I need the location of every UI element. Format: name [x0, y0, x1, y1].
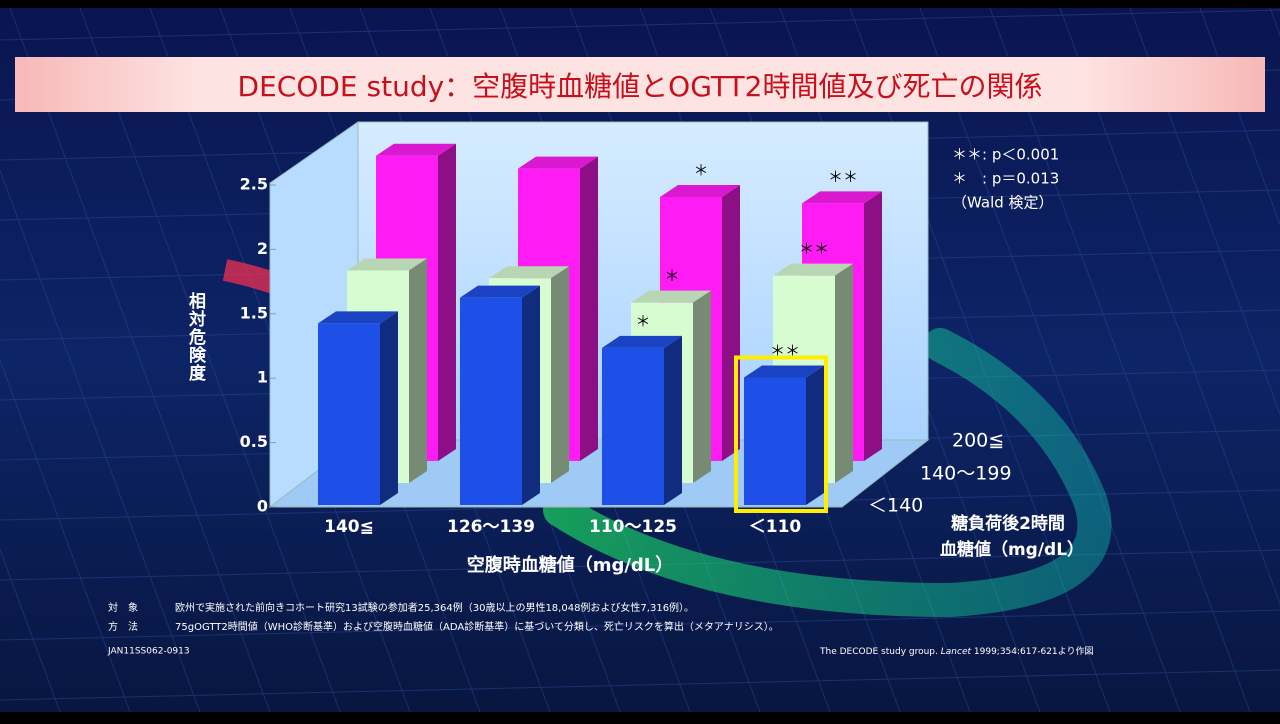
- footnote: 75gOGTT2時間値（WHO診断基準）および空腹時血糖値（ADA診断基準）に基…: [175, 620, 779, 633]
- bar-top: [318, 311, 398, 324]
- significance-label: ＊: [635, 312, 650, 330]
- x-tick-label: 110～125: [589, 517, 677, 537]
- citation-authors: The DECODE study group.: [819, 647, 938, 657]
- y-tick-label: 0.5: [240, 432, 268, 451]
- bar: [318, 323, 380, 505]
- x-axis-label: 空腹時血糖値（mg/dL）: [467, 554, 674, 576]
- bg-line: [9, 7, 271, 713]
- bar: [602, 347, 664, 505]
- highlight-box: [734, 355, 828, 513]
- bar-top: [631, 290, 711, 303]
- bg-line: [0, 169, 201, 713]
- y-tick-label: 0: [257, 497, 268, 516]
- chart-title: DECODE study：空腹時血糖値とOGTT2時間値及び死亡の関係: [238, 70, 1043, 103]
- bg-line: [919, 7, 1181, 713]
- bg-line: [1199, 7, 1280, 227]
- bar-top: [744, 365, 824, 378]
- bg-line: [989, 7, 1251, 713]
- bar-top: [460, 285, 540, 298]
- bar-side: [551, 266, 569, 483]
- bar-side: [409, 258, 427, 483]
- z-tick-label: ＜140: [868, 495, 923, 517]
- bar-side: [664, 335, 682, 505]
- bar: [460, 297, 522, 505]
- bar-top: [802, 191, 882, 204]
- bar-side: [864, 191, 882, 461]
- bar-side: [380, 311, 398, 505]
- bar: [744, 377, 806, 505]
- title-bar: [15, 57, 1265, 112]
- z-tick-label: 200≦: [952, 430, 1004, 452]
- note: （Wald 検定）: [952, 194, 1054, 212]
- citation-details: 1999;354:617-621より作図: [974, 645, 1094, 657]
- y-tick-label: 2: [257, 239, 268, 258]
- bg-line: [0, 609, 1280, 641]
- bg-line: [1059, 7, 1280, 606]
- z-axis-label: 血糖値（mg/dL）: [940, 539, 1084, 560]
- bar-top: [660, 184, 740, 197]
- y-tick-label: 1.5: [240, 303, 268, 322]
- z-tick-label: 140～199: [920, 463, 1012, 485]
- bg-line: [1129, 7, 1280, 416]
- bar-side: [835, 263, 853, 483]
- significance-label: ＊＊: [828, 168, 858, 186]
- bar-top: [773, 263, 853, 276]
- slide-code: JAN11SS062-0913: [107, 647, 190, 657]
- bar-top: [518, 156, 598, 169]
- significance-label: ＊＊: [799, 240, 829, 258]
- y-axis-label: 相対危険度: [185, 292, 205, 382]
- decor-glow: [543, 328, 1112, 618]
- footnote-label: 方 法: [108, 620, 138, 633]
- bar-top: [347, 258, 427, 271]
- significance-label: ＊: [693, 161, 708, 179]
- citation: The DECODE study group. Lancet 1999;354:…: [819, 645, 1093, 657]
- significance-label: ＊: [664, 267, 679, 285]
- plot: ＊＊＊＊＊＊＊＊＊: [270, 143, 882, 513]
- bg-line: [0, 9, 1280, 41]
- citation-journal: Lancet: [941, 647, 972, 657]
- bar-side: [580, 156, 598, 461]
- bar-side: [438, 143, 456, 461]
- bar-top: [489, 266, 569, 279]
- y-tick-label: 2.5: [240, 175, 268, 194]
- x-tick-label: 140≦: [324, 517, 374, 537]
- note: ＊ : p＝0.013: [952, 170, 1059, 188]
- bg-line: [0, 548, 61, 713]
- bar-side: [522, 285, 540, 505]
- note: ＊＊: p＜0.001: [952, 146, 1059, 164]
- x-tick-label: 126～139: [447, 517, 535, 537]
- z-axis-label: 糖負荷後2時間: [951, 513, 1065, 534]
- footnote: 欧州で実施された前向きコホート研究13試験の参加者25,364例（30歳以上の男…: [175, 601, 694, 614]
- bar-side: [693, 290, 711, 483]
- bar-top: [602, 335, 682, 348]
- bg-line: [79, 7, 341, 713]
- bg-line: [0, 669, 1280, 701]
- significance-label: ＊＊: [770, 342, 800, 360]
- x-tick-label: ＜110: [749, 517, 802, 537]
- y-tick-label: 1: [257, 368, 268, 387]
- bar-top: [376, 143, 456, 156]
- bg-line: [0, 358, 131, 713]
- footnote-label: 対 象: [108, 601, 138, 614]
- bar-side: [806, 365, 824, 505]
